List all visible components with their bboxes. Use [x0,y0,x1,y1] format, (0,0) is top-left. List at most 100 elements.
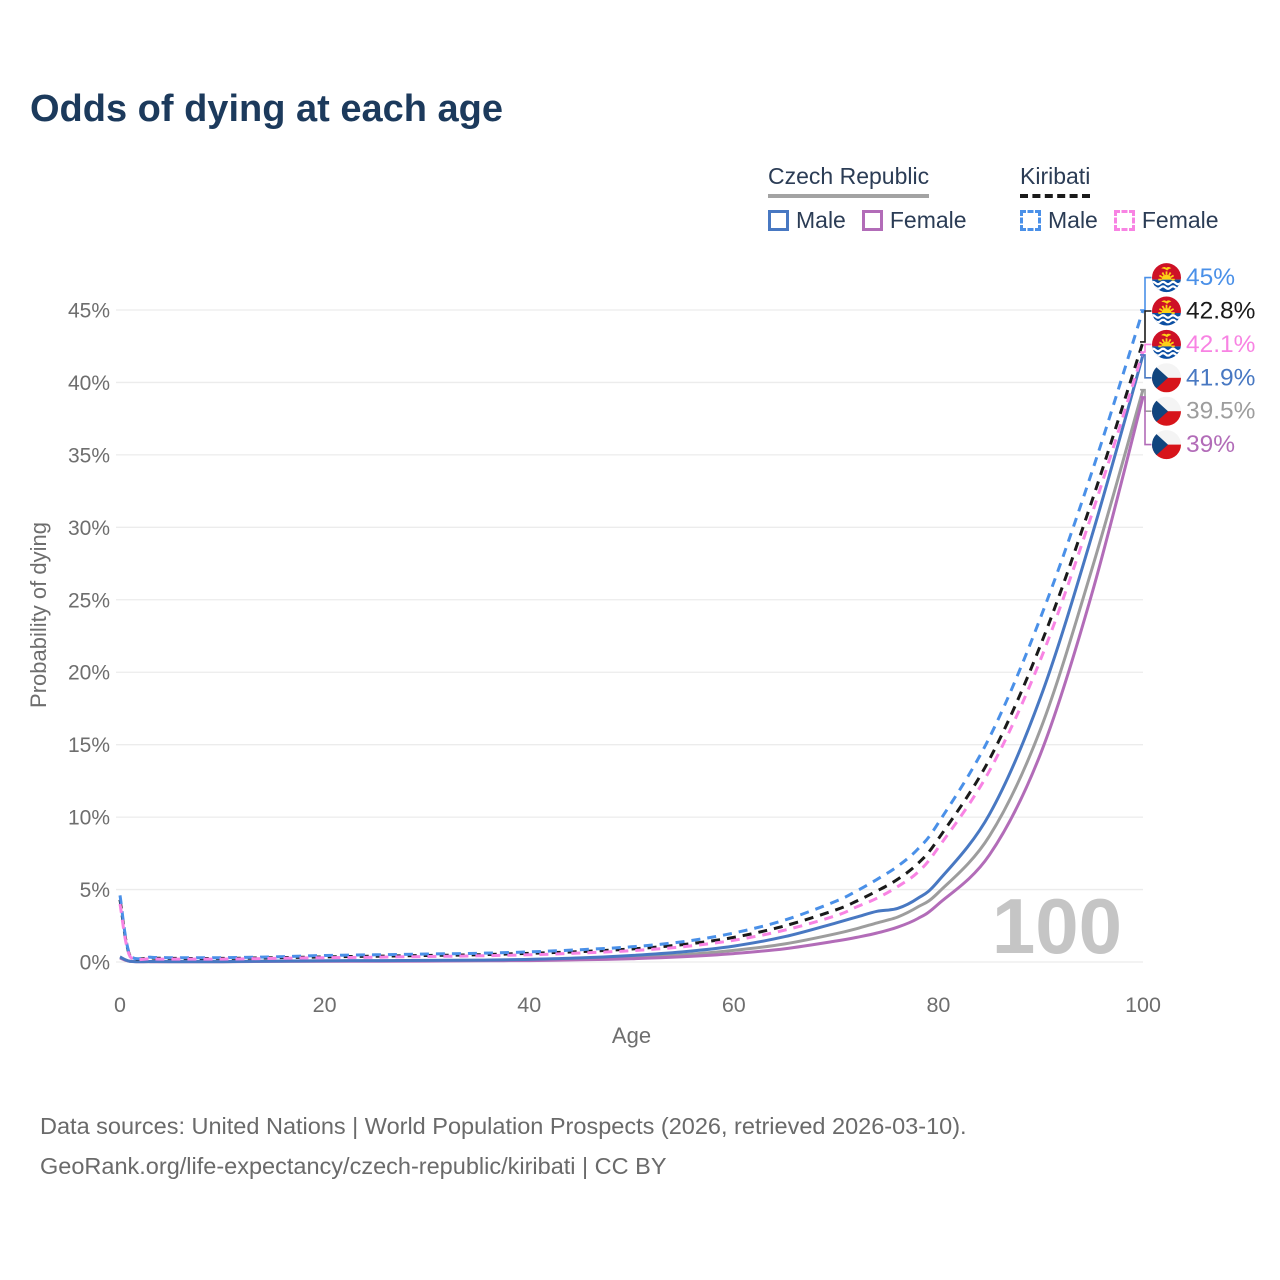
legend-label-czech-male: Male [796,207,846,233]
y-tick-label-35: 35% [68,444,110,467]
y-tick-label-30: 30% [68,517,110,540]
legend-item-kiribati-female[interactable]: Female [1113,207,1219,234]
kiribati-flag-red-field [1152,296,1181,313]
x-tick-label-80: 80 [926,993,950,1017]
leader-line-czech-male [1140,354,1152,379]
series-line-kiribati-both[interactable] [118,341,1145,961]
kiribati-flag-red-field [1152,329,1181,347]
kiribati-flag-ocean [1152,279,1181,293]
y-tick-label-0: 0% [80,952,110,975]
kiribati-flag-ocean [1152,313,1181,326]
series-line-kiribati-female[interactable] [118,351,1145,962]
kiribati-flag-sun [1161,341,1172,347]
y-tick-label-15: 15% [68,734,110,757]
legend-label-kiribati-male: Male [1048,207,1098,233]
czech-male-swatch-icon [768,210,789,231]
czech-flag-icon [1152,363,1181,393]
kiribati-flag-frigatebird [1161,300,1172,304]
kiribati-flag-sun-ray [1158,274,1163,278]
end-label-kiribati-both: 42.8% [1186,297,1255,324]
kiribati-flag-sun-ray [1168,272,1172,276]
leader-line-kiribati-female [1140,343,1152,353]
kiribati-flag-sun-ray [1170,274,1175,278]
kiribati-flag-wave [1152,347,1181,353]
leader-line-kiribati-male [1140,276,1152,311]
kiribati-male-swatch-icon [1020,210,1041,231]
legend-item-czech-female[interactable]: Female [861,207,967,234]
czech-flag-icon [1152,396,1181,426]
legend-items-czech-republic: Male Female [768,207,967,234]
end-flag-czech-female [1152,430,1181,460]
y-axis-title: Probability of dying [26,522,51,708]
kiribati-flag-sun [1161,308,1172,313]
kiribati-flag-icon [1152,329,1181,359]
kiribati-flag-sun-ray [1170,341,1175,345]
kiribati-flag-wave [1152,285,1181,290]
kiribati-flag-wave [1152,352,1181,357]
x-tick-label-0: 0 [114,993,126,1017]
czech-flag-blue-triangle [1152,363,1168,393]
kiribati-flag-sun-ray [1161,272,1165,276]
legend-item-czech-male[interactable]: Male [768,207,846,234]
x-tick-label-100: 100 [1125,993,1161,1017]
page-title: Odds of dying at each age [30,88,503,130]
leader-line-kiribati-both [1140,310,1152,343]
end-flag-kiribati-female [1152,329,1181,359]
x-tick-label-20: 20 [313,993,337,1017]
legend-country-kiribati: Kiribati [1020,163,1091,198]
czech-flag-icon [1152,430,1181,460]
x-axis-title: Age [612,1023,651,1048]
footer-data-sources: Data sources: United Nations | World Pop… [40,1113,967,1139]
kiribati-flag-wave [1152,318,1181,324]
y-tick-label-25: 25% [68,589,110,612]
x-tick-label-40: 40 [517,993,541,1017]
legend-label-czech-female: Female [889,207,967,233]
legend-country-czech-republic: Czech Republic [768,163,930,198]
czech-flag-blue-triangle [1152,396,1168,426]
kiribati-flag-icon [1152,263,1181,293]
kiribati-flag-sun-ray [1161,338,1165,343]
kiribati-flag-frigatebird [1161,333,1172,338]
kiribati-flag-red-field [1152,263,1181,280]
czech-flag-blue-triangle [1152,430,1168,460]
y-tick-label-10: 10% [68,807,110,830]
footer-attribution: GeoRank.org/life-expectancy/czech-republ… [40,1153,667,1179]
series-line-czech-male[interactable] [119,354,1145,964]
leader-line-czech-female [1140,396,1152,446]
end-label-kiribati-male: 45% [1186,264,1235,291]
legend-group-kiribati: Kiribati Male Female [1020,163,1219,234]
footer: Data sources: United Nations | World Pop… [40,1106,967,1186]
kiribati-female-swatch-icon [1113,210,1135,231]
hover-age-watermark: 100 [992,882,1122,970]
end-flag-czech-both [1152,396,1181,426]
series-line-kiribati-male[interactable] [118,309,1145,961]
series-line-czech-both[interactable] [119,389,1145,964]
y-tick-label-20: 20% [68,662,110,685]
kiribati-flag-wave [1152,314,1181,319]
end-flag-czech-male [1152,363,1181,393]
legend-item-kiribati-male[interactable]: Male [1020,207,1098,234]
legend-items-kiribati: Male Female [1020,207,1219,234]
kiribati-flag-ocean [1152,346,1181,359]
y-tick-label-45: 45% [68,300,110,323]
kiribati-flag-wave [1152,280,1181,286]
end-label-czech-male: 41.9% [1186,364,1255,391]
kiribati-flag-sun-ray [1158,308,1163,312]
czech-female-swatch-icon [861,210,883,231]
x-tick-label-60: 60 [722,993,746,1017]
legend-group-czech-republic: Czech Republic Male Female [768,163,967,234]
end-flag-kiribati-male [1152,263,1181,293]
y-tick-label-40: 40% [68,372,110,395]
kiribati-flag-sun-ray [1161,305,1165,310]
kiribati-flag-sun-ray [1158,341,1163,345]
end-label-czech-both: 39.5% [1186,398,1255,425]
legend-label-kiribati-female: Female [1141,207,1219,233]
y-tick-label-5: 5% [80,879,110,902]
series-line-czech-female[interactable] [119,396,1145,964]
kiribati-flag-icon [1152,296,1181,326]
kiribati-flag-sun-ray [1168,338,1172,343]
end-flag-kiribati-both [1152,296,1181,326]
kiribati-flag-frigatebird [1161,266,1172,271]
kiribati-flag-sun-ray [1168,305,1172,310]
kiribati-flag-sun [1161,274,1172,280]
